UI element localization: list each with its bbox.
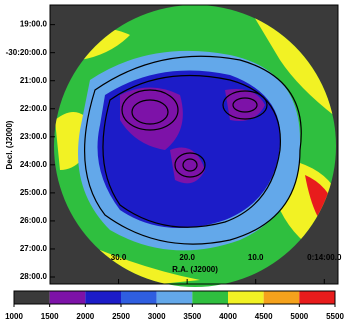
colorbar-tick-label: 1500 bbox=[41, 312, 59, 321]
colorbar-tick-label: 5000 bbox=[290, 312, 308, 321]
x-axis-label: R.A. (J2000) bbox=[172, 265, 218, 274]
x-tick-label: 0:14:00.0 bbox=[307, 253, 342, 262]
colorbar-bin bbox=[49, 291, 86, 304]
contours bbox=[83, 55, 302, 245]
colorbar-bin bbox=[192, 291, 228, 304]
x-tick-label: 10.0 bbox=[248, 253, 264, 262]
colorbar-bin bbox=[263, 291, 300, 304]
colorbar-tick-label: 3000 bbox=[148, 312, 166, 321]
colorbar-bin bbox=[156, 291, 193, 304]
y-tick-label: 26:00.0 bbox=[20, 216, 48, 225]
y-axis-label: Decl. (J2000) bbox=[5, 120, 14, 169]
y-tick-label: 24:00.0 bbox=[20, 160, 48, 169]
y-tick-label: 21:00.0 bbox=[20, 76, 48, 85]
colorbar-tick-label: 2000 bbox=[76, 312, 94, 321]
colorbar-bin bbox=[228, 291, 264, 304]
colorbar-bin bbox=[14, 291, 50, 304]
colorbar-tick-label: 2500 bbox=[112, 312, 130, 321]
colorbar-bin bbox=[85, 291, 121, 304]
x-tick-label: 30.0 bbox=[111, 253, 127, 262]
colorbar-bin bbox=[299, 291, 335, 304]
y-tick-label: 23:00.0 bbox=[20, 132, 48, 141]
y-tick-label: 19:00.0 bbox=[20, 20, 48, 29]
y-tick-label: 27:00.0 bbox=[20, 244, 48, 253]
y-tick-label: -30:20:00.0 bbox=[6, 48, 48, 57]
y-tick-label: 25:00.0 bbox=[20, 188, 48, 197]
colorbar-bin bbox=[121, 291, 157, 304]
colorbar-frame bbox=[13, 290, 336, 305]
y-tick-label: 28:00.0 bbox=[20, 272, 48, 281]
y-tick-label: 22:00.0 bbox=[20, 104, 48, 113]
colorbar-tick-label: 4000 bbox=[219, 312, 237, 321]
colorbar-tick-label: 5500 bbox=[326, 312, 344, 321]
plot-frame bbox=[49, 4, 339, 285]
x-tick-label: 20.0 bbox=[179, 253, 195, 262]
colorbar-tick-label: 4500 bbox=[255, 312, 273, 321]
colorbar-tick-label: 1000 bbox=[5, 312, 23, 321]
colorbar-tick-label: 3500 bbox=[183, 312, 201, 321]
